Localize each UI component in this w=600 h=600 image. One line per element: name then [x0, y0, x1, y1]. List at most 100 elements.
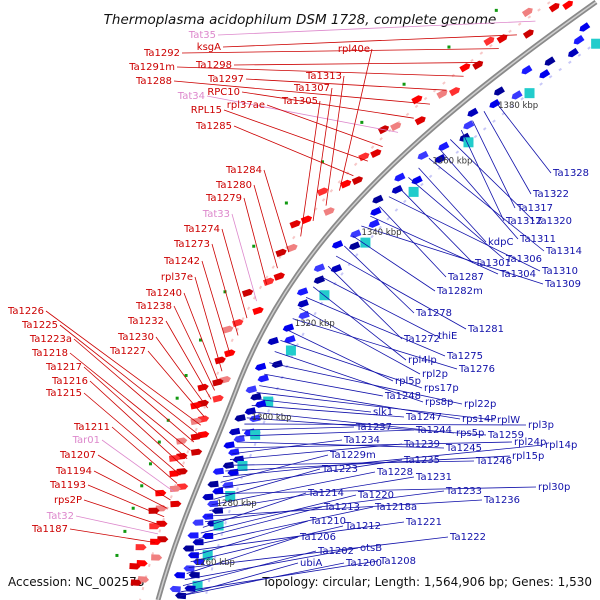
- scale-label: 1320 kbp: [295, 319, 335, 329]
- feature-block: [285, 345, 296, 356]
- reverse-gene-arrow: [212, 467, 224, 475]
- reverse-gene-label: rps17p: [424, 383, 459, 394]
- reverse-label-line: [184, 547, 359, 580]
- reverse-gene-label: Ta1248: [384, 391, 421, 402]
- reverse-gene-label: Ta1317: [516, 203, 553, 214]
- reverse-label-line: [450, 139, 535, 222]
- forward-gene-arrow: [522, 29, 534, 39]
- reverse-gene-arrow: [254, 362, 267, 371]
- reverse-gene-arrow: [296, 287, 309, 296]
- reverse-gene-label: Ta1301: [474, 258, 511, 269]
- forward-gene-arrow: [548, 2, 560, 13]
- forward-gene-label: Ta1218: [31, 348, 68, 359]
- forward-gene-label: rpl37ae: [227, 100, 265, 111]
- reverse-gene-arrow: [434, 154, 446, 164]
- reverse-label-line: [280, 340, 423, 389]
- reverse-label-line: [251, 404, 405, 418]
- backbone-highlight: [157, 1, 597, 600]
- forward-label-line: [223, 109, 368, 162]
- reverse-gene-arrow: [579, 22, 591, 32]
- forward-gene-arrow: [157, 536, 169, 543]
- forward-label-line: [87, 484, 165, 518]
- forward-gene-label: Ta1227: [109, 346, 146, 357]
- forward-gene-label: RPL15: [191, 105, 222, 116]
- forward-label-line: [83, 392, 181, 476]
- forward-gene-arrow: [197, 383, 209, 392]
- reverse-gene-arrow: [228, 448, 240, 456]
- forward-gene-arrow: [390, 122, 402, 132]
- reverse-label-line: [213, 468, 321, 500]
- forward-gene-label: Ta1225: [21, 320, 58, 331]
- forward-gene-label: Ta1280: [215, 180, 252, 191]
- reverse-gene-arrow: [257, 374, 269, 383]
- forward-label-line: [59, 324, 198, 434]
- reverse-gene-label: Ta1310: [541, 266, 578, 277]
- tick-mark: [402, 82, 406, 86]
- reverse-gene-arrow: [493, 86, 505, 96]
- reverse-label-line: [495, 101, 552, 174]
- reverse-label-line: [327, 265, 403, 340]
- reverse-gene-label: Ta1206: [299, 532, 336, 543]
- reverse-label-line: [229, 443, 403, 460]
- reverse-gene-label: Ta1320: [535, 216, 572, 227]
- forward-gene-arrow: [459, 63, 471, 73]
- tick-mark: [175, 396, 179, 400]
- forward-gene-label: Ta1305: [281, 96, 318, 107]
- forward-gene-label: Ta1313: [305, 71, 342, 82]
- forward-gene-label: Tar01: [72, 435, 100, 446]
- reverse-gene-arrow: [228, 427, 241, 436]
- reverse-gene-arrow: [370, 207, 382, 216]
- reverse-label-line: [204, 490, 445, 523]
- reverse-gene-label: Ta1272: [403, 334, 440, 345]
- reverse-label-line: [196, 506, 374, 545]
- tick-mark: [447, 45, 451, 49]
- reverse-gene-label: Ta1246: [475, 456, 512, 467]
- reverse-gene-label: Ta1235: [403, 455, 440, 466]
- reverse-label-line: [269, 362, 463, 405]
- reverse-gene-arrow: [207, 500, 219, 508]
- reverse-label-line: [312, 286, 407, 361]
- feature-block: [408, 186, 419, 197]
- reverse-gene-arrow: [297, 299, 309, 308]
- reverse-gene-arrow: [212, 487, 224, 495]
- forward-label-line: [155, 336, 209, 409]
- forward-gene-arrow: [496, 34, 508, 44]
- reverse-gene-label: Ta1220: [357, 490, 394, 501]
- forward-gene-label: Ta1232: [127, 316, 164, 327]
- reverse-gene-label: Ta1259: [487, 430, 524, 441]
- reverse-label-line: [249, 411, 455, 434]
- reverse-gene-arrow: [489, 98, 501, 109]
- reverse-gene-arrow: [568, 47, 579, 58]
- forward-label-line: [183, 292, 219, 382]
- forward-gene-arrow: [252, 306, 264, 316]
- reverse-gene-arrow: [222, 481, 234, 489]
- reverse-gene-arrow: [267, 336, 279, 346]
- forward-label-line: [83, 366, 188, 459]
- forward-gene-label: Ta1193: [49, 480, 86, 491]
- reverse-label-line: [379, 206, 447, 278]
- reverse-gene-label: rpl15p: [512, 451, 544, 462]
- forward-label-line: [221, 228, 248, 319]
- forward-gene-label: Tat33: [202, 209, 230, 220]
- forward-gene-arrow: [148, 507, 160, 514]
- forward-gene-label: Ta1207: [59, 450, 96, 461]
- forward-label-line: [263, 169, 290, 253]
- reverse-gene-label: rps5p: [456, 428, 484, 439]
- reverse-gene-label: Ta1247: [405, 412, 442, 423]
- reverse-label-line: [220, 454, 329, 483]
- reverse-gene-label: Ta1275: [446, 351, 483, 362]
- forward-gene-arrow: [130, 579, 142, 586]
- forward-gene-label: Ta1230: [117, 332, 154, 343]
- tick-mark: [157, 440, 161, 444]
- reverse-gene-label: Ta1237: [355, 422, 392, 433]
- forward-gene-arrow: [136, 560, 148, 567]
- forward-label-line: [217, 20, 536, 36]
- feature-block: [225, 490, 236, 501]
- reverse-gene-arrow: [438, 141, 450, 151]
- reverse-label-line: [234, 441, 513, 449]
- forward-gene-arrow: [214, 356, 226, 365]
- forward-gene-label: Ta1216: [51, 376, 88, 387]
- feature-block: [524, 88, 535, 99]
- reverse-gene-label: rpl30p: [538, 482, 570, 493]
- reverse-label-line: [483, 111, 532, 195]
